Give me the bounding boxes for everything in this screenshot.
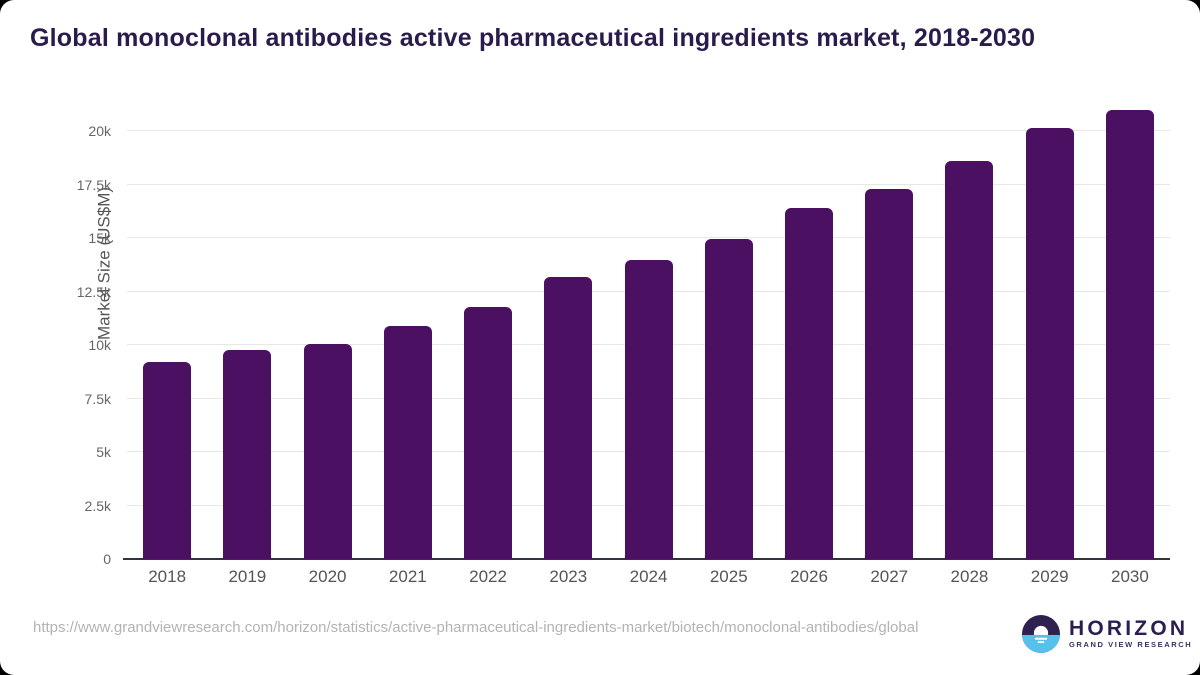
- x-label-2027: 2027: [870, 567, 909, 586]
- bar-band-2019: [207, 100, 287, 559]
- x-label-2020: 2020: [308, 567, 347, 586]
- bar-2027[interactable]: [865, 189, 914, 559]
- bar-2023[interactable]: [544, 277, 593, 559]
- bar-band-2026: [769, 100, 849, 559]
- bar-band-2027: [849, 100, 929, 559]
- footer: https://www.grandviewresearch.com/horizo…: [0, 613, 1200, 675]
- x-label-2028: 2028: [950, 567, 989, 586]
- x-label-2030: 2030: [1111, 567, 1149, 586]
- bar-band-2029: [1010, 100, 1090, 559]
- horizon-logo: HORIZON GRAND VIEW RESEARCH: [1022, 615, 1192, 653]
- x-label-2022: 2022: [469, 567, 507, 586]
- y-tick-12.5k: 12.5k: [76, 283, 111, 300]
- x-label-2024: 2024: [629, 567, 668, 586]
- x-label-2021: 2021: [388, 567, 427, 586]
- bar-2018[interactable]: [143, 361, 192, 559]
- y-tick-7.5k: 7.5k: [84, 390, 111, 407]
- source-url: https://www.grandviewresearch.com/horizo…: [33, 619, 919, 636]
- y-tick-10k: 10k: [88, 337, 111, 354]
- plot-area: 0 2.5k 5k 7.5k 10k 12.5k 15k 17.5k 20k: [77, 100, 1170, 567]
- horizon-logo-text: HORIZON GRAND VIEW RESEARCH: [1069, 618, 1192, 650]
- y-tick-20k: 20k: [88, 123, 111, 140]
- y-tick-15k: 15k: [88, 230, 111, 247]
- bar-band-2024: [608, 100, 688, 559]
- bar-2029[interactable]: [1025, 128, 1074, 559]
- bar-band-2023: [528, 100, 608, 559]
- x-axis-labels: 2018 2019 2020 2021 2022 2023 2024 2025 2026 2027…: [127, 567, 1170, 587]
- y-tick-5k: 5k: [96, 444, 111, 461]
- bars-container: [127, 100, 1170, 559]
- bar-band-2022: [448, 100, 528, 559]
- y-tick-0: 0: [103, 551, 111, 567]
- y-axis-title: Market Size (US$M): [94, 186, 114, 340]
- x-label-2025: 2025: [709, 567, 748, 586]
- bar-band-2018: [127, 100, 207, 559]
- bar-band-2025: [689, 100, 769, 559]
- bar-2019[interactable]: [223, 349, 272, 559]
- y-tick-17.5k: 17.5k: [76, 176, 111, 193]
- x-label-2023: 2023: [549, 567, 588, 586]
- x-label-2026: 2026: [790, 567, 828, 586]
- bar-band-2020: [287, 100, 367, 559]
- chart-title: Global monoclonal antibodies active phar…: [30, 24, 1036, 52]
- x-label-2018: 2018: [148, 567, 187, 586]
- bar-band-2030: [1090, 100, 1170, 559]
- bar-band-2021: [368, 100, 448, 559]
- horizon-logo-icon: [1022, 615, 1060, 653]
- gridline-20k: [127, 130, 1170, 132]
- y-tick-2.5k: 2.5k: [84, 497, 111, 514]
- bar-2025[interactable]: [704, 238, 753, 559]
- bar-2024[interactable]: [624, 260, 673, 559]
- bar-2030[interactable]: [1105, 110, 1154, 559]
- gridline-17.5k: [127, 183, 1170, 185]
- bar-2022[interactable]: [464, 307, 513, 559]
- x-axis-line: [123, 558, 1170, 560]
- bar-band-2028: [929, 100, 1009, 559]
- x-label-2029: 2029: [1030, 567, 1069, 586]
- gridline-15k: [127, 237, 1170, 239]
- bar-2026[interactable]: [784, 208, 833, 559]
- x-label-2019: 2019: [228, 567, 267, 586]
- bar-2021[interactable]: [383, 325, 432, 559]
- horizon-logo-subtitle: GRAND VIEW RESEARCH: [1069, 640, 1193, 649]
- bar-2028[interactable]: [945, 161, 994, 559]
- bar-2020[interactable]: [303, 343, 352, 559]
- horizon-logo-name: HORIZON: [1069, 617, 1189, 640]
